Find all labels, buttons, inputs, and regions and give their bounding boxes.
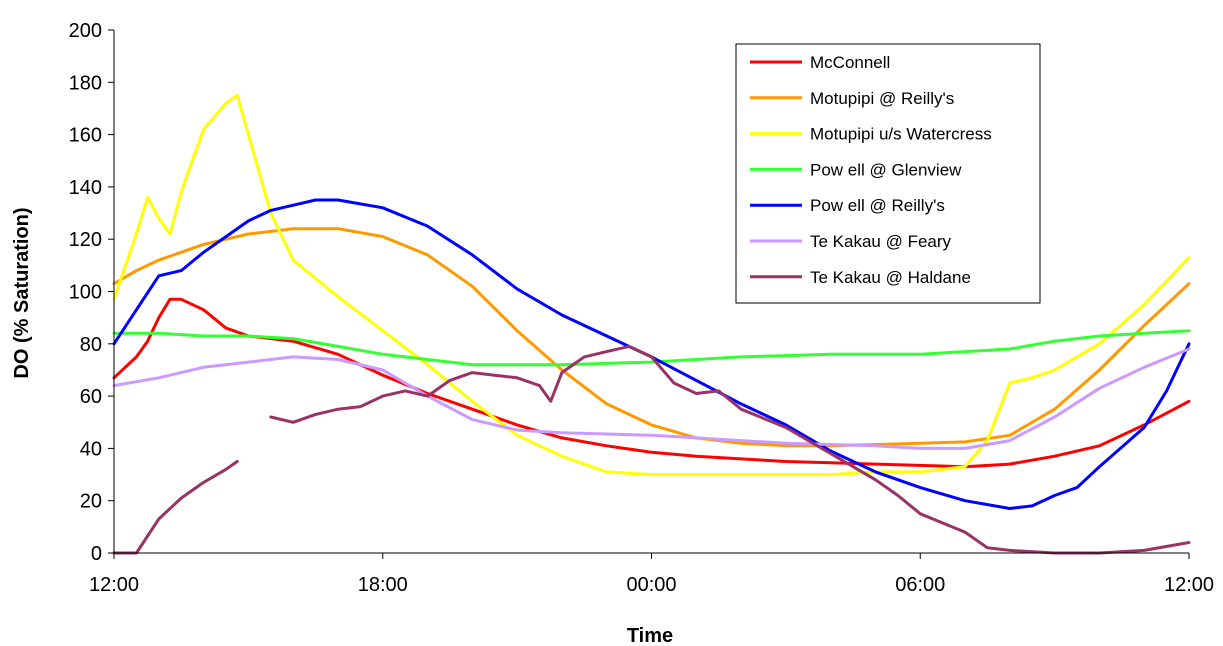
x-axis-title: Time: [627, 625, 673, 646]
y-tick-label: 20: [80, 491, 102, 513]
y-tick-label: 0: [91, 543, 102, 565]
y-tick-label: 120: [69, 229, 102, 251]
y-tick-label: 40: [80, 438, 102, 460]
series-line: [112, 460, 239, 555]
legend-label: Motupipi u/s Watercress: [810, 125, 992, 144]
y-tick-label: 180: [69, 72, 102, 94]
series-line: [112, 93, 1191, 477]
series-line: [112, 198, 1191, 510]
legend-label: Motupipi @ Reilly's: [810, 89, 954, 108]
legend-label: Pow ell @ Glenview: [810, 160, 962, 179]
x-axis: 12:00 18:00 00:00 06:00 12:00: [89, 552, 1214, 596]
legend-label: Te Kakau @ Haldane: [810, 268, 971, 287]
series-line: [112, 329, 1191, 367]
x-tick-label: 06:00: [895, 574, 945, 596]
x-tick-label: 00:00: [626, 574, 676, 596]
legend-label: Te Kakau @ Feary: [810, 232, 952, 251]
y-tick-label: 200: [69, 20, 102, 42]
series-line: [112, 347, 1191, 450]
y-tick-label: 160: [69, 125, 102, 147]
x-tick-label: 12:00: [89, 574, 139, 596]
series-line: [112, 227, 1191, 448]
legend-label: McConnell: [810, 53, 890, 72]
y-tick-label: 140: [69, 177, 102, 199]
legend: McConnell Motupipi @ Reilly's Motupipi u/s…: [735, 43, 1041, 304]
plot-area: [112, 93, 1191, 555]
series-line: [269, 344, 1191, 555]
y-tick-label: 100: [69, 282, 102, 304]
x-tick-label: 18:00: [358, 574, 408, 596]
legend-label: Pow ell @ Reilly's: [810, 196, 945, 215]
y-tick-label: 80: [80, 334, 102, 356]
y-axis: 0 20 40 60 80 100 120 140 160 180 200: [69, 20, 115, 565]
y-tick-label: 60: [80, 386, 102, 408]
series-line: [112, 297, 1191, 469]
x-tick-label: 12:00: [1164, 574, 1214, 596]
y-axis-title: DO (% Saturation): [11, 207, 33, 378]
legend-box: [735, 43, 1041, 304]
